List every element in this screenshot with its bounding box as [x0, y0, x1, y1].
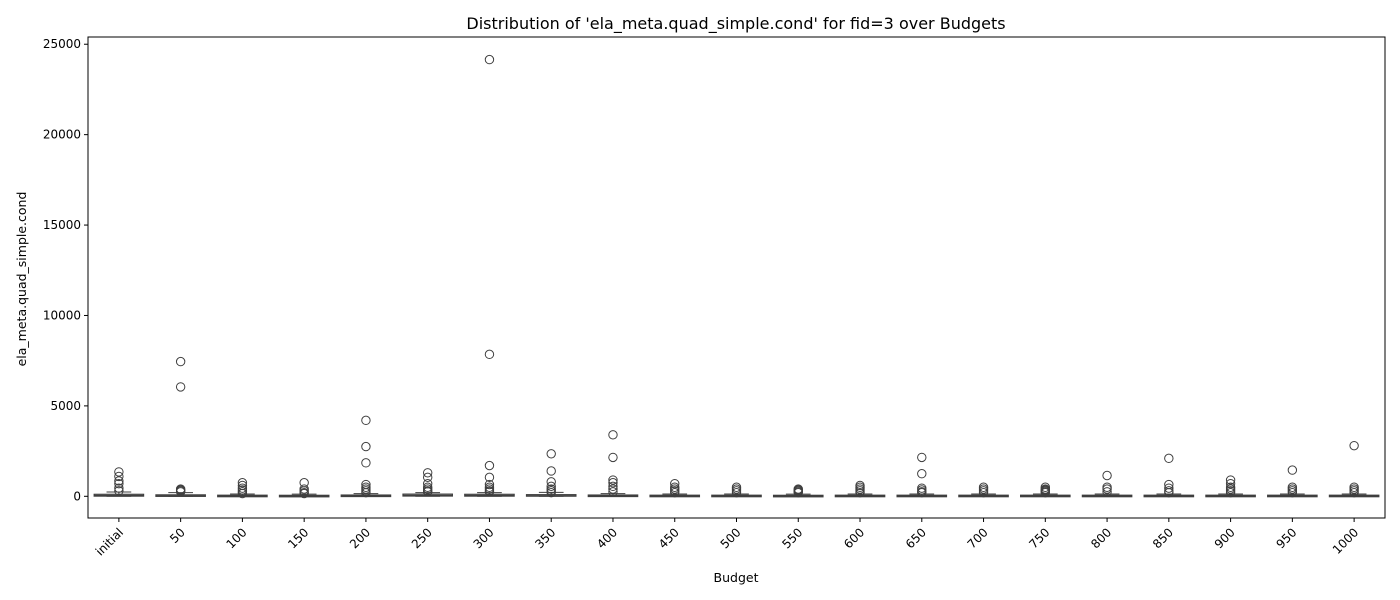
x-tick-label-13: 650: [903, 525, 929, 551]
outlier-7-0: [547, 450, 555, 458]
outlier-6-1: [485, 350, 493, 358]
x-tick-label-17: 850: [1150, 525, 1176, 551]
plot-area: 0 5000 10000 15000 20000 25000 initial 50 100 150…: [43, 37, 1385, 559]
x-tick-label-14: 700: [965, 525, 991, 551]
x-tick-label-0: initial: [93, 525, 126, 558]
outlier-13-1: [918, 469, 926, 477]
outlier-7-1: [547, 467, 555, 475]
x-tick-label-12: 600: [841, 525, 867, 551]
chart-title: Distribution of 'ela_meta.quad_simple.co…: [466, 14, 1005, 34]
axes-frame: [88, 37, 1385, 518]
y-tick-label-5: 25000: [43, 37, 81, 51]
outlier-4-2: [362, 459, 370, 467]
x-tick-label-2: 100: [224, 525, 250, 551]
outlier-17-0: [1165, 454, 1173, 462]
y-tick-label-1: 5000: [50, 399, 81, 413]
x-axis-title: Budget: [714, 570, 759, 585]
outlier-1-0: [176, 357, 184, 365]
x-tick-label-5: 250: [409, 525, 435, 551]
y-tick-label-2: 10000: [43, 308, 81, 322]
y-tick-label-3: 15000: [43, 218, 81, 232]
x-tick-label-20: 1000: [1330, 525, 1361, 556]
outlier-8-1: [609, 453, 617, 461]
outlier-19-0: [1288, 466, 1296, 474]
x-tick-label-9: 450: [656, 525, 682, 551]
outlier-1-1: [176, 383, 184, 391]
x-tick-label-10: 500: [718, 525, 744, 551]
outlier-13-0: [918, 453, 926, 461]
outlier-4-0: [362, 416, 370, 424]
y-axis-title: ela_meta.quad_simple.cond: [14, 192, 29, 367]
outlier-8-0: [609, 431, 617, 439]
y-tick-label-4: 20000: [43, 128, 81, 142]
x-tick-label-4: 200: [347, 525, 373, 551]
x-tick-label-15: 750: [1026, 525, 1052, 551]
outlier-16-0: [1103, 471, 1111, 479]
x-tick-label-11: 550: [779, 525, 805, 551]
outlier-20-0: [1350, 441, 1358, 449]
x-tick-label-6: 300: [471, 525, 497, 551]
y-tick-label-0: 0: [73, 489, 81, 503]
x-tick-label-3: 150: [285, 525, 311, 551]
x-tick-label-7: 350: [532, 525, 558, 551]
x-tick-label-18: 900: [1212, 525, 1238, 551]
x-tick-label-16: 800: [1088, 525, 1114, 551]
outlier-4-1: [362, 442, 370, 450]
x-tick-label-1: 50: [167, 525, 188, 546]
x-tick-label-19: 950: [1273, 525, 1299, 551]
outlier-6-0: [485, 55, 493, 63]
x-tick-label-8: 400: [594, 525, 620, 551]
outlier-6-2: [485, 461, 493, 469]
